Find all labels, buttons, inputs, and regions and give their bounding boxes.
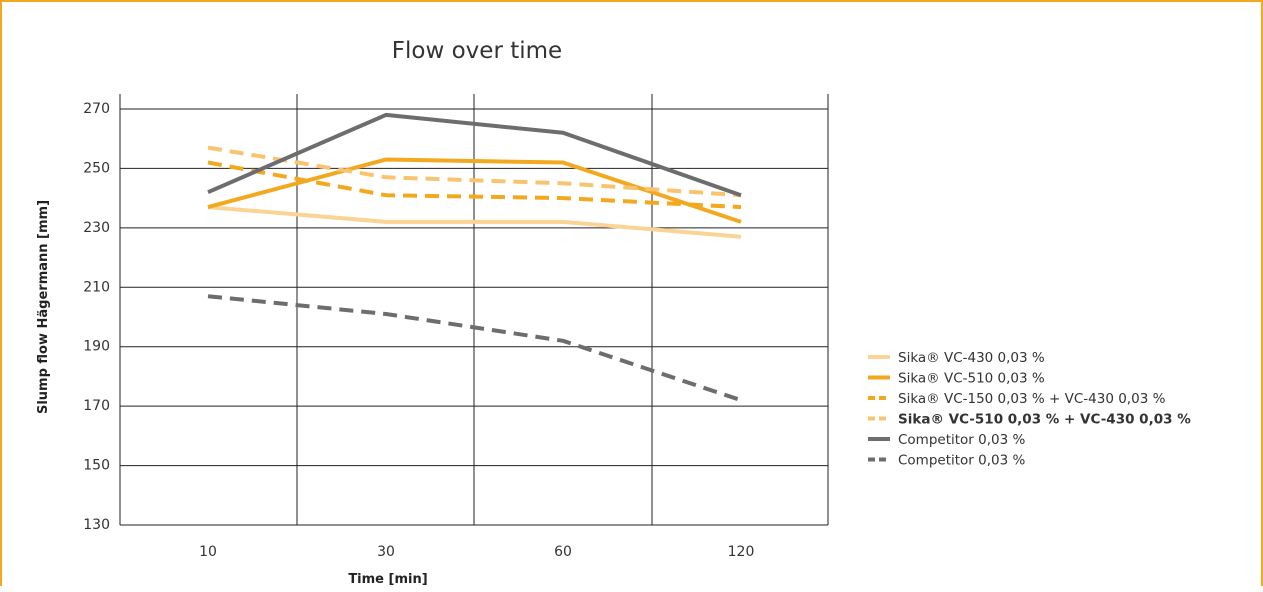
chart-title: Flow over time	[392, 38, 562, 64]
y-tick-label: 230	[83, 220, 110, 236]
legend: Sika® VC-430 0,03 % Sika® VC-510 0,03 % Si…	[868, 350, 1191, 469]
grid-lines	[119, 94, 829, 526]
series-line-5	[207, 112, 742, 198]
y-tick-label: 150	[83, 458, 110, 474]
x-tick-labels: 10 30 60 120	[199, 544, 754, 560]
y-tick-label: 250	[83, 160, 110, 176]
x-tick-label: 10	[199, 544, 217, 560]
x-axis-label: Time [min]	[348, 572, 427, 587]
y-tick-labels: 270 250 230 210 190 170 150 130	[83, 101, 110, 533]
y-tick-label: 130	[83, 517, 110, 533]
legend-label: Sika® VC-510 0,03 % + VC-430 0,03 %	[898, 412, 1191, 428]
x-tick-label: 60	[554, 544, 572, 560]
series-line-6	[207, 294, 742, 403]
y-tick-label: 270	[83, 101, 110, 117]
legend-label: Sika® VC-510 0,03 %	[898, 371, 1045, 387]
legend-label: Competitor 0,03 %	[898, 453, 1025, 469]
legend-label: Sika® VC-150 0,03 % + VC-430 0,03 %	[898, 391, 1166, 407]
series-line-3	[207, 160, 742, 210]
x-tick-label: 30	[377, 544, 395, 560]
y-tick-label: 210	[83, 279, 110, 295]
legend-label: Sika® VC-430 0,03 %	[898, 350, 1045, 366]
x-tick-label: 120	[728, 544, 755, 560]
series-line-1	[207, 205, 742, 239]
y-axis-label: Slump flow Hägermann [mm]	[36, 200, 51, 414]
y-tick-label: 170	[83, 398, 110, 414]
y-tick-label: 190	[83, 339, 110, 355]
series-line-4	[207, 145, 742, 198]
series-lines	[207, 112, 742, 403]
legend-label: Competitor 0,03 %	[898, 432, 1025, 448]
series-line-2	[207, 157, 742, 224]
